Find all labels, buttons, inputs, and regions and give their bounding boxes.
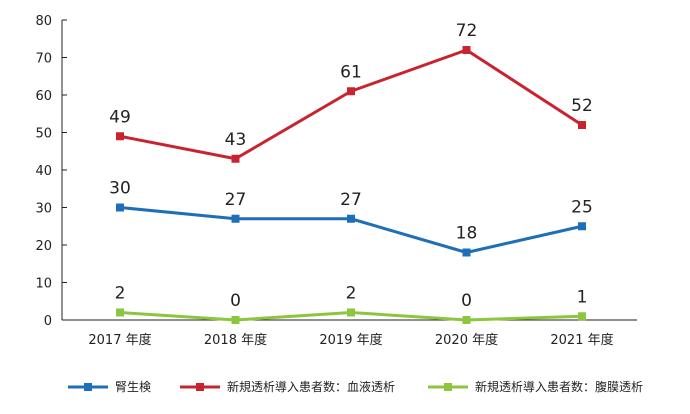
legend-label: 新規透析導入患者数：血液透析: [227, 379, 395, 394]
legend-marker: [444, 383, 452, 391]
data-label: 27: [225, 190, 247, 210]
legend-item: 新規透析導入患者数：腹膜透析: [428, 379, 643, 394]
data-label: 49: [109, 107, 131, 127]
y-tick-label: 30: [35, 202, 52, 217]
data-label: 0: [461, 291, 472, 311]
x-tick-label: 2020 年度: [435, 332, 498, 348]
data-point: [116, 308, 124, 317]
data-point: [231, 214, 240, 223]
y-tick-label: 10: [35, 277, 52, 292]
data-point: [462, 248, 471, 257]
data-label: 18: [456, 224, 478, 244]
x-axis-ticks: 2017 年度 2018 年度 2019 年度 2020 年度 2021 年度: [88, 332, 613, 348]
y-axis-ticks: 0 10 20 30 40 50 60 70 80: [35, 14, 67, 329]
data-point: [116, 132, 124, 141]
data-label: 1: [577, 287, 588, 307]
y-tick-label: 20: [35, 239, 52, 254]
legend-item: 腎生検: [68, 380, 151, 394]
data-point: [231, 316, 240, 324]
x-tick-label: 2017 年度: [88, 332, 151, 348]
data-point: [578, 222, 586, 231]
data-label: 72: [456, 21, 478, 41]
series-2: 49 43 61 72 52: [109, 21, 593, 163]
data-point: [347, 87, 355, 96]
legend-marker: [196, 383, 204, 391]
series-1: 30 27 27 18 25: [109, 179, 593, 257]
data-label: 30: [109, 179, 131, 199]
data-label: 52: [571, 96, 593, 116]
y-tick-label: 0: [44, 314, 52, 329]
data-label: 2: [346, 284, 357, 304]
data-label: 25: [571, 197, 593, 217]
y-tick-label: 50: [35, 127, 52, 142]
data-label: 43: [225, 130, 247, 150]
x-tick-label: 2021 年度: [550, 332, 613, 348]
legend-item: 新規透析導入患者数：血液透析: [180, 379, 395, 394]
y-tick-label: 60: [35, 89, 52, 104]
data-label: 0: [230, 291, 241, 311]
legend-label: 腎生検: [115, 380, 151, 394]
chart-legend: 腎生検 新規透析導入患者数：血液透析 新規透析導入患者数：腹膜透析: [68, 379, 643, 394]
y-tick-label: 80: [35, 14, 52, 29]
data-point: [462, 46, 471, 54]
legend-label: 新規透析導入患者数：腹膜透析: [475, 379, 643, 394]
data-point: [462, 316, 471, 324]
data-point: [578, 312, 586, 321]
x-tick-label: 2018 年度: [204, 332, 267, 348]
data-point: [231, 154, 240, 163]
data-point: [347, 308, 355, 317]
data-label: 27: [340, 190, 362, 210]
chart-series: 30 27 27 18 25 49 43 61 72 52 2 0 2 0 1: [109, 21, 593, 324]
data-point: [578, 121, 586, 129]
data-point: [116, 203, 124, 212]
data-label: 2: [115, 284, 126, 304]
y-tick-label: 70: [35, 52, 52, 67]
data-label: 61: [340, 62, 362, 82]
legend-marker: [84, 383, 92, 391]
x-tick-label: 2019 年度: [319, 332, 382, 348]
series-line: [119, 206, 583, 254]
data-point: [347, 214, 355, 223]
series-3: 2 0 2 0 1: [115, 284, 588, 324]
y-tick-label: 40: [35, 164, 52, 179]
